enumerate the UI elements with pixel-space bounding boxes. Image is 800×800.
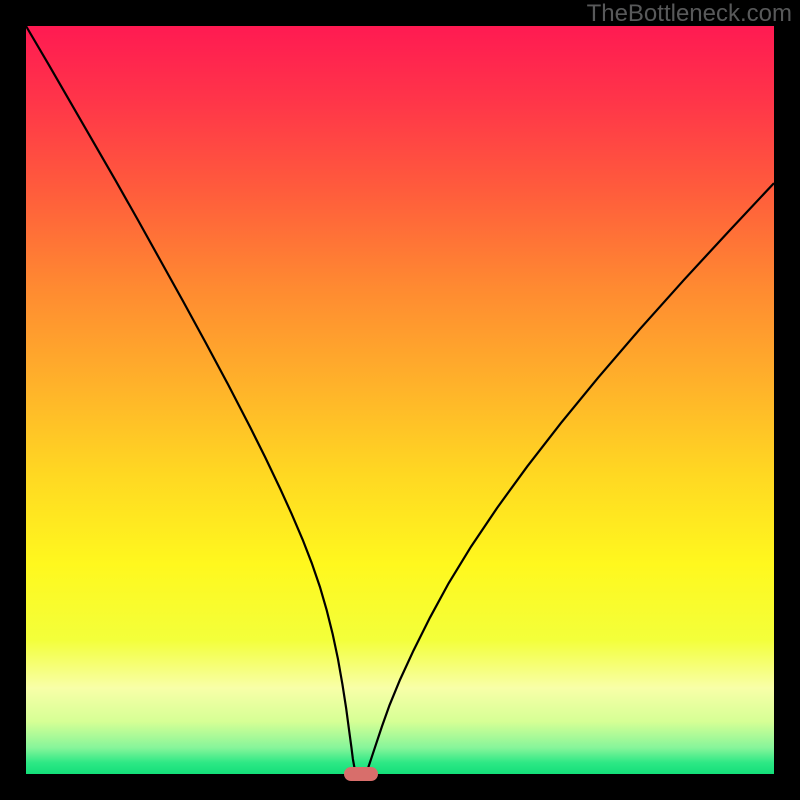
- watermark-label: TheBottleneck.com: [587, 0, 792, 27]
- watermark-text: TheBottleneck.com: [587, 0, 792, 28]
- minimum-marker: [344, 767, 378, 781]
- plot-area: [26, 26, 774, 774]
- chart-container: TheBottleneck.com: [0, 0, 800, 800]
